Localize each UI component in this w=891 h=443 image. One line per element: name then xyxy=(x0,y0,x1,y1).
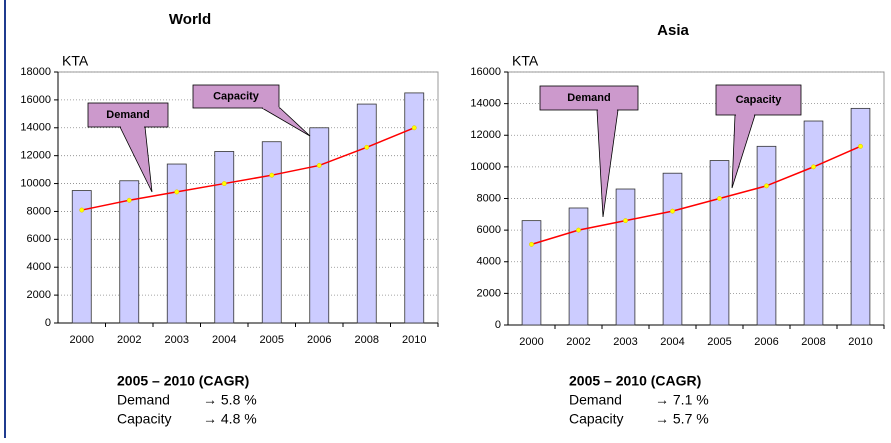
callout-label: Demand xyxy=(567,92,610,104)
line-point xyxy=(670,208,675,214)
cagr-title: 2005 – 2010 (CAGR) xyxy=(117,373,249,389)
cagr-label: Capacity xyxy=(117,411,171,427)
line-point xyxy=(79,207,85,213)
x-tick-label: 2008 xyxy=(355,334,379,346)
bar xyxy=(709,160,730,326)
bar xyxy=(404,92,425,324)
cagr-label: Capacity xyxy=(569,411,623,427)
line-point xyxy=(269,172,275,178)
x-tick-label: 2010 xyxy=(848,336,872,348)
y-tick-label: 12000 xyxy=(470,129,501,141)
y-tick-label: 2000 xyxy=(27,289,51,301)
chart: Asia KTA 0 2000 4000 6000 8000 10000 12000 14000 1… xyxy=(470,22,885,427)
bar xyxy=(166,163,187,324)
cagr-value: → 5.7 % xyxy=(655,411,709,427)
chart-title: Asia xyxy=(657,22,689,39)
line-point xyxy=(364,144,370,150)
cagr-value: → 4.8 % xyxy=(203,411,257,427)
line-point xyxy=(174,189,180,195)
x-tick-label: 2000 xyxy=(519,336,543,348)
line-point xyxy=(221,181,227,187)
line-point xyxy=(858,143,863,149)
x-tick-label: 2002 xyxy=(566,336,590,348)
y-tick-label: 6000 xyxy=(477,224,501,236)
y-axis-label: KTA xyxy=(62,53,89,69)
x-tick-label: 2003 xyxy=(165,334,189,346)
callout-label: Capacity xyxy=(213,90,260,102)
bar xyxy=(756,145,777,326)
bar xyxy=(71,190,92,324)
x-tick-label: 2002 xyxy=(117,334,141,346)
bar xyxy=(356,103,377,324)
y-tick-label: 4000 xyxy=(477,256,501,268)
bar xyxy=(119,180,140,324)
y-tick-label: 0 xyxy=(45,317,51,329)
bar xyxy=(214,151,235,324)
x-tick-label: 2006 xyxy=(307,334,331,346)
line-point xyxy=(576,227,581,233)
line-point xyxy=(623,218,628,224)
y-tick-label: 14000 xyxy=(470,98,501,110)
x-tick-label: 2003 xyxy=(613,336,637,348)
bar xyxy=(803,120,824,326)
chart-title: World xyxy=(169,11,211,28)
bar xyxy=(615,188,636,326)
x-tick-label: 2008 xyxy=(801,336,825,348)
x-tick-label: 2000 xyxy=(70,334,94,346)
line-point xyxy=(529,241,534,247)
callout-label: Capacity xyxy=(736,94,783,106)
y-tick-label: 12000 xyxy=(20,150,51,162)
cagr-value: → 7.1 % xyxy=(655,392,709,408)
y-tick-label: 8000 xyxy=(477,192,501,204)
y-tick-label: 6000 xyxy=(27,233,51,245)
callout-box xyxy=(87,102,169,128)
y-axis-label: KTA xyxy=(512,53,539,69)
line-point xyxy=(717,196,722,201)
line xyxy=(531,145,861,246)
y-tick-label: 2000 xyxy=(477,287,501,299)
callout-box xyxy=(715,84,802,116)
bar xyxy=(309,127,330,324)
cagr-value: → 5.8 % xyxy=(203,392,257,408)
bar xyxy=(850,107,871,326)
chart: World KTA 0 2000 4000 6000 8000 10000 12000 14000… xyxy=(20,11,439,427)
y-tick-label: 0 xyxy=(495,319,501,331)
x-tick-label: 2005 xyxy=(260,334,284,346)
x-tick-label: 2004 xyxy=(212,334,236,346)
y-tick-label: 14000 xyxy=(20,122,51,134)
y-tick-label: 10000 xyxy=(470,161,501,173)
y-tick-label: 18000 xyxy=(20,66,51,78)
cagr-title: 2005 – 2010 (CAGR) xyxy=(569,373,701,389)
callout-label: Demand xyxy=(106,109,149,121)
bar xyxy=(261,141,282,324)
y-tick-label: 10000 xyxy=(20,177,51,189)
cagr-label: Demand xyxy=(117,392,170,408)
x-tick-label: 2010 xyxy=(402,334,426,346)
callout-box xyxy=(539,85,639,111)
y-tick-label: 4000 xyxy=(27,261,51,273)
bar xyxy=(521,220,542,326)
bar xyxy=(662,172,683,326)
y-tick-label: 16000 xyxy=(470,66,501,78)
line-point xyxy=(764,183,769,189)
y-tick-label: 16000 xyxy=(20,94,51,106)
y-tick-label: 8000 xyxy=(27,205,51,217)
line xyxy=(81,127,415,211)
line-point xyxy=(411,125,417,131)
cagr-label: Demand xyxy=(569,392,622,408)
bar xyxy=(568,207,589,326)
line-point xyxy=(316,162,322,168)
x-tick-label: 2004 xyxy=(660,336,684,348)
line-point xyxy=(126,197,132,203)
x-tick-label: 2006 xyxy=(754,336,778,348)
x-tick-label: 2005 xyxy=(707,336,731,348)
line-point xyxy=(811,164,816,170)
callout-box xyxy=(192,84,280,109)
